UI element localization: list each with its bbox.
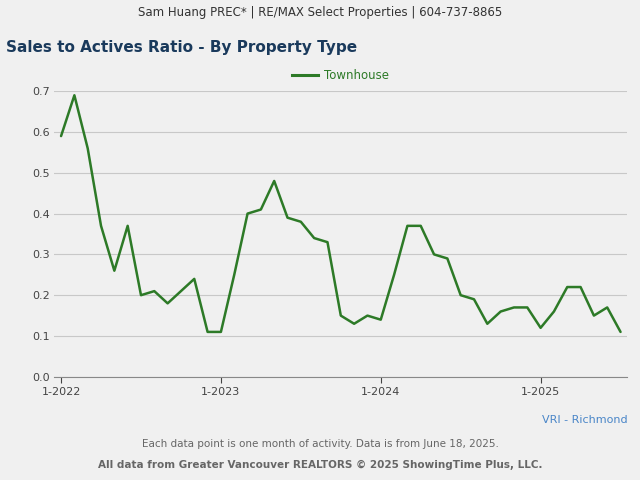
Text: Sales to Actives Ratio - By Property Type: Sales to Actives Ratio - By Property Typ… [6,40,358,55]
Text: Each data point is one month of activity. Data is from June 18, 2025.: Each data point is one month of activity… [141,439,499,449]
Text: VRI - Richmond: VRI - Richmond [541,415,627,425]
Legend: Townhouse: Townhouse [287,64,394,87]
Text: Sam Huang PREC* | RE/MAX Select Properties | 604-737-8865: Sam Huang PREC* | RE/MAX Select Properti… [138,6,502,19]
Text: All data from Greater Vancouver REALTORS © 2025 ShowingTime Plus, LLC.: All data from Greater Vancouver REALTORS… [98,460,542,470]
